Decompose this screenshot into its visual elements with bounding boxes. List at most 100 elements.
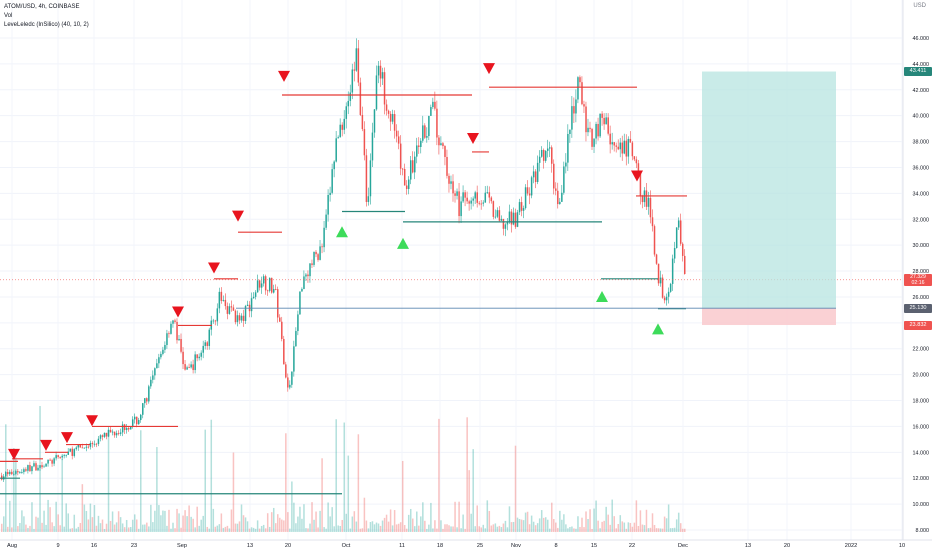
candle-body: [655, 254, 658, 264]
volume-bar: [623, 522, 626, 532]
candle-body: [619, 142, 622, 150]
candle-body: [198, 356, 200, 359]
candle-body: [144, 398, 146, 404]
candle-body: [186, 367, 188, 370]
volume-bar: [393, 510, 396, 532]
candle-body: [289, 384, 291, 388]
volume-bar: [79, 523, 82, 532]
volume-bar: [208, 528, 211, 532]
candle-body: [480, 203, 483, 205]
candle-body: [135, 416, 138, 425]
candle-body: [430, 107, 432, 116]
candle-body: [426, 136, 428, 138]
candle-body: [514, 212, 517, 227]
volume-bar: [416, 511, 418, 532]
candle-body: [377, 65, 380, 76]
candle-body: [456, 191, 458, 196]
volume-bar: [671, 528, 674, 532]
time-tick-label: 18: [437, 543, 443, 549]
candle-body: [407, 179, 410, 189]
candle-body: [254, 292, 257, 297]
candle-body: [228, 306, 231, 314]
candle-body: [313, 251, 315, 265]
volume-bar: [287, 512, 289, 532]
buy-signal-arrow: [652, 323, 664, 335]
candle-body: [154, 368, 156, 376]
candle-body: [466, 197, 468, 202]
volume-bar: [142, 524, 144, 532]
volume-bar: [381, 520, 384, 532]
symbol-title[interactable]: ATOM/USD, 4h, COINBASE: [4, 4, 80, 10]
volume-bar: [85, 510, 88, 532]
candle-body: [438, 137, 440, 146]
candle-body: [482, 202, 485, 204]
volume-bar: [301, 518, 303, 532]
volume-bar: [25, 524, 27, 532]
candle-body: [101, 435, 104, 437]
candle-body: [321, 246, 323, 248]
candle-body: [250, 298, 253, 312]
candle-body: [667, 291, 670, 297]
volume-bar: [385, 514, 388, 532]
volume-bar: [424, 520, 426, 532]
candle-body: [5, 471, 7, 477]
candle-body: [83, 447, 86, 449]
candle-body: [571, 106, 573, 130]
volume-bar: [97, 515, 100, 532]
candle-body: [260, 283, 263, 288]
candle-body: [414, 156, 416, 173]
volume-bar: [371, 521, 374, 532]
candle-body: [510, 211, 513, 225]
time-tick-label: 10: [899, 543, 905, 549]
candle-body: [341, 124, 343, 130]
volume-bar: [184, 510, 186, 532]
candle-body: [277, 289, 279, 318]
price-tick-label: 34.000: [913, 191, 930, 197]
candle-body: [87, 446, 90, 448]
volume-bar: [262, 524, 265, 532]
candle-body: [212, 320, 215, 322]
volume-bar: [277, 514, 279, 532]
volume-bar: [520, 519, 523, 532]
candle-body: [11, 471, 13, 475]
price-tick-label: 16.000: [913, 424, 930, 430]
volume-bar: [526, 511, 529, 532]
candle-body: [107, 429, 110, 437]
candle-body: [262, 276, 265, 284]
time-tick-label: 9: [56, 543, 59, 549]
volume-bar: [168, 509, 170, 532]
volume-bar: [83, 504, 86, 532]
long-position-tool[interactable]: [236, 71, 836, 326]
time-tick-label: Nov: [511, 543, 521, 549]
volume-bar: [319, 510, 321, 532]
candle-body: [303, 276, 305, 289]
volume-bar: [69, 528, 72, 532]
candle-body: [591, 128, 593, 147]
volume-bar: [387, 521, 390, 532]
candle-body: [152, 375, 154, 380]
candle-body: [29, 465, 31, 472]
volume-indicator-label[interactable]: Vol: [4, 13, 13, 19]
volume-bar: [653, 524, 656, 532]
volume-bar: [101, 519, 104, 532]
candle-body: [176, 321, 178, 341]
volume-bar: [546, 519, 549, 532]
price-tick-label: 18.000: [913, 399, 930, 405]
volume-bar: [313, 519, 315, 532]
volume-bar: [516, 517, 519, 532]
volume-bar: [230, 509, 233, 532]
candle-body: [639, 171, 642, 197]
candle-body: [671, 258, 674, 284]
candle-body: [343, 118, 346, 130]
candle-body: [174, 320, 176, 322]
indicator-label[interactable]: LeveLeledc (InSilico) (40, 10, 2): [4, 22, 89, 28]
volume-bar: [667, 504, 670, 532]
candle-body: [470, 200, 472, 204]
candle-body: [158, 357, 160, 364]
candle-body: [627, 138, 630, 157]
volume-bar: [133, 514, 136, 532]
candle-body: [150, 379, 152, 387]
volume-bar: [607, 514, 609, 532]
